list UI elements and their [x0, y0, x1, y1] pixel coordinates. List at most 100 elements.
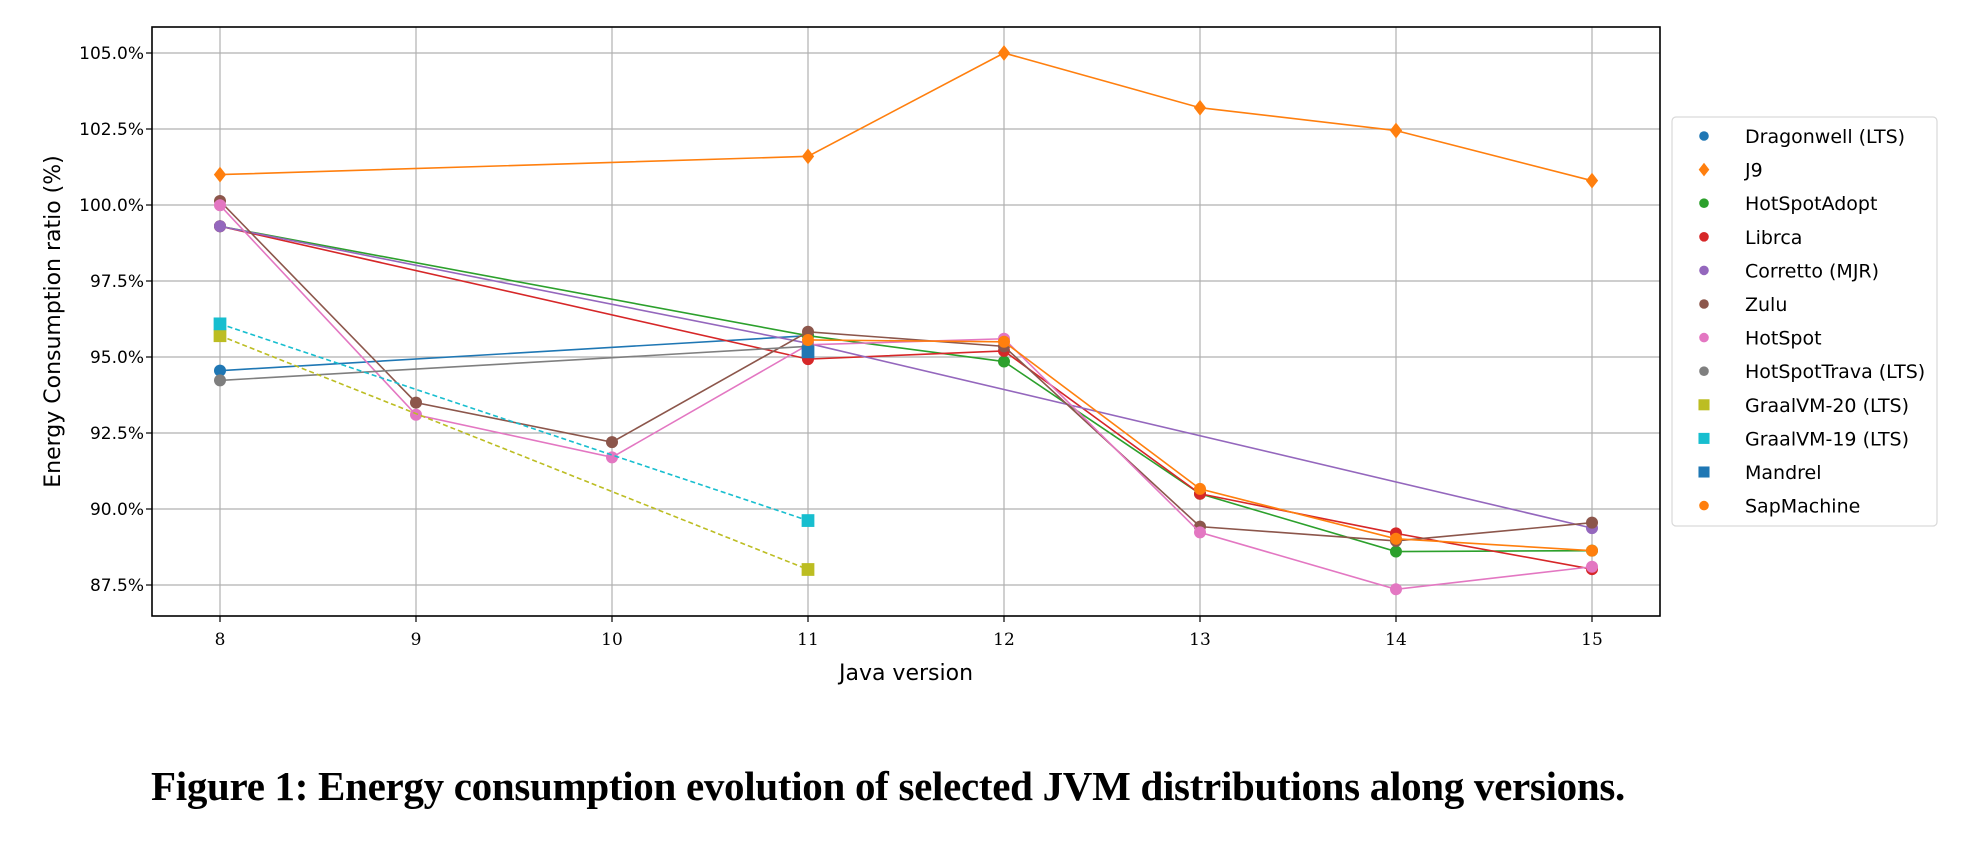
legend-marker-square-icon [1698, 399, 1710, 411]
legend-marker-circle-icon [1699, 299, 1709, 309]
x-tick-label: 9 [411, 630, 422, 650]
series-line-librca [219, 225, 1593, 570]
y-axis-label: Energy Consumption ratio (%) [41, 155, 66, 488]
legend-label: HotSpot [1745, 328, 1822, 350]
data-point-sapmachine [1194, 482, 1206, 495]
legend-marker-circle-icon [1699, 265, 1709, 276]
series-zulu [214, 195, 1598, 547]
data-point-j9 [997, 45, 1011, 61]
series-j9 [213, 45, 1599, 189]
data-point-hotspot [214, 199, 226, 212]
data-point-graalvm-20-lts [213, 329, 227, 343]
legend-box [1671, 116, 1938, 527]
legend-marker-circle-icon [1699, 131, 1709, 141]
data-point-hotspotadopt [998, 355, 1010, 368]
series-hotspotadopt [214, 220, 1598, 558]
data-point-graalvm-20-lts [801, 563, 815, 576]
legend-label: SapMachine [1745, 496, 1860, 518]
legend-label: Dragonwell (LTS) [1745, 126, 1905, 148]
legend-marker-circle-icon [1699, 198, 1709, 208]
data-point-hotspottrava-lts [214, 374, 226, 387]
legend-item: GraalVM-19 (LTS) [1698, 428, 1909, 450]
legend-marker-circle-icon [1699, 332, 1709, 343]
series-graalvm-20-lts [213, 329, 815, 576]
legend-item: GraalVM-20 (LTS) [1698, 395, 1909, 417]
data-point-zulu [410, 396, 422, 409]
legend-label: Mandrel [1745, 462, 1822, 484]
series-line-graalvm-19-lts [219, 323, 809, 522]
legend-item: Mandrel [1698, 462, 1822, 484]
data-point-zulu [802, 325, 814, 338]
series-librca [214, 220, 1598, 576]
data-point-hotspot [1194, 526, 1206, 539]
y-tick-label: 105.0% [79, 44, 144, 64]
gridlines [152, 27, 1660, 616]
data-point-hotspot [410, 408, 422, 421]
data-point-j9 [213, 166, 227, 183]
legend-item: Zulu [1699, 294, 1787, 316]
data-point-graalvm-19-lts [801, 514, 815, 527]
legend-label: Zulu [1745, 294, 1787, 316]
series-line-corretto-mjr [219, 225, 1593, 529]
x-tick-label: 12 [993, 630, 1015, 650]
data-point-hotspot [1586, 560, 1598, 573]
series-line-j9 [219, 52, 1593, 182]
series-line-zulu [219, 200, 1593, 542]
legend-label: Corretto (MJR) [1745, 260, 1879, 282]
data-point-hotspot [1390, 583, 1402, 596]
series-line-hotspot [219, 204, 1593, 591]
legend-item: HotSpotAdopt [1699, 193, 1877, 215]
data-point-sapmachine [802, 333, 814, 346]
x-tick-label: 13 [1189, 630, 1211, 650]
legend-item: HotSpotTrava (LTS) [1699, 361, 1925, 383]
data-point-j9 [1193, 99, 1207, 116]
series-line-graalvm-20-lts [219, 334, 809, 571]
x-tick-label: 8 [215, 630, 226, 650]
axis-ticks: 8 9 10 11 12 13 14 15 87.5% 90.0% 92.5% 95.0% 97.5% 1… [79, 44, 1603, 650]
legend-marker-circle-icon [1699, 500, 1709, 511]
data-point-sapmachine [1390, 532, 1402, 545]
y-tick-label: 102.5% [79, 120, 144, 140]
data-point-mandrel [801, 345, 815, 359]
x-tick-label: 15 [1581, 630, 1603, 650]
legend-item: Dragonwell (LTS) [1699, 126, 1905, 148]
legend-marker-circle-icon [1699, 366, 1709, 377]
series-line-hotspotadopt [219, 225, 1593, 553]
series-layer [213, 45, 1599, 596]
y-tick-label: 92.5% [90, 424, 144, 444]
legend-item: J9 [1698, 160, 1763, 182]
data-point-graalvm-19-lts [213, 317, 227, 331]
data-point-zulu [606, 436, 618, 449]
data-point-sapmachine [998, 335, 1010, 348]
data-point-j9 [1585, 172, 1599, 189]
legend-label: HotSpotAdopt [1745, 193, 1877, 215]
y-tick-label: 90.0% [90, 500, 144, 520]
x-tick-label: 11 [797, 630, 819, 650]
legend-marker-diamond-icon [1698, 162, 1710, 177]
series-mandrel [801, 345, 815, 359]
figure-caption: Figure 1: Energy consumption evolution o… [151, 763, 1625, 809]
legend-marker-square-icon [1698, 432, 1710, 444]
legend-marker-square-icon [1698, 466, 1710, 478]
x-tick-label: 10 [601, 630, 623, 650]
legend-label: GraalVM-20 (LTS) [1745, 395, 1909, 417]
y-tick-label: 95.0% [90, 348, 144, 368]
legend-item: Librca [1699, 227, 1802, 249]
legend-label: GraalVM-19 (LTS) [1745, 428, 1909, 450]
legend-label: Librca [1745, 227, 1802, 249]
series-sapmachine [802, 333, 1598, 557]
plot-frame [151, 26, 1661, 617]
series-line-dragonwell-lts [219, 334, 809, 372]
legend-item: Corretto (MJR) [1699, 260, 1879, 282]
y-tick-label: 87.5% [90, 576, 144, 596]
series-line-hotspottrava-lts [219, 345, 809, 382]
legend-marker-circle-icon [1699, 232, 1709, 242]
x-tick-label: 14 [1385, 630, 1407, 650]
data-point-sapmachine [1586, 544, 1598, 557]
legend: Dragonwell (LTS) J9 HotSpotAdopt Librca Corr… [1671, 116, 1938, 527]
data-point-dragonwell-lts [214, 364, 226, 377]
data-point-hotspotadopt [1390, 545, 1402, 558]
series-graalvm-19-lts [213, 317, 815, 527]
y-tick-label: 100.0% [79, 196, 144, 216]
